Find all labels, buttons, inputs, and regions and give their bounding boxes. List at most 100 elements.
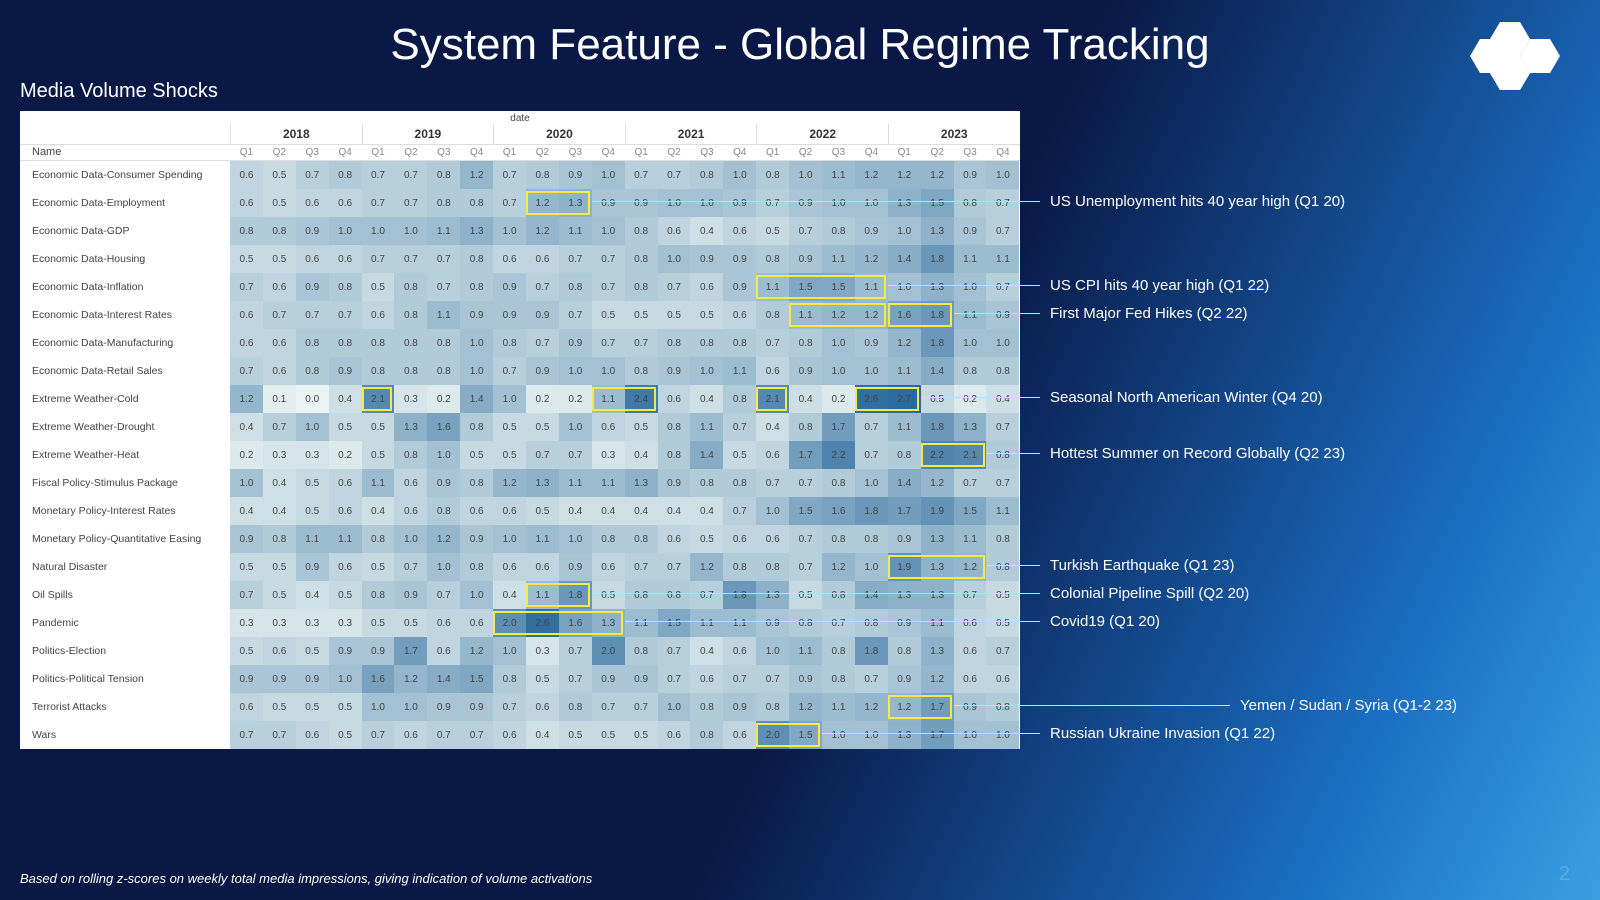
page-number: 2 xyxy=(1559,863,1570,886)
heatmap-cell: 0.5 xyxy=(362,553,395,581)
table-row: Politics-Election0.50.60.50.90.91.70.61.… xyxy=(20,637,1020,665)
table-row: Economic Data-Manufacturing0.60.60.80.80… xyxy=(20,329,1020,357)
heatmap-cell: 0.5 xyxy=(263,581,296,609)
annotation: Turkish Earthquake (Q1 23) xyxy=(987,557,1235,574)
heatmap-cell: 0.6 xyxy=(658,385,691,413)
heatmap-cell: 0.7 xyxy=(493,693,526,721)
heatmap-cell: 0.3 xyxy=(230,609,263,637)
annotation-line xyxy=(592,201,1040,202)
heatmap-cell: 0.6 xyxy=(756,441,789,469)
heatmap-cell: 0.6 xyxy=(263,329,296,357)
heatmap-cell: 0.8 xyxy=(690,721,723,749)
row-label: Extreme Weather-Cold xyxy=(20,385,230,413)
heatmap-cell: 1.0 xyxy=(329,217,362,245)
heatmap-cell: 1.5 xyxy=(460,665,493,693)
heatmap-cell: 0.7 xyxy=(789,525,822,553)
heatmap-cell: 0.6 xyxy=(296,721,329,749)
heatmap-cell: 0.8 xyxy=(658,329,691,357)
annotation-text: US CPI hits 40 year high (Q1 22) xyxy=(1050,277,1269,294)
heatmap-cell: 0.8 xyxy=(362,581,395,609)
heatmap-cell: 0.7 xyxy=(658,553,691,581)
heatmap-cell: 0.4 xyxy=(625,441,658,469)
heatmap-cell: 2.6 xyxy=(526,609,559,637)
heatmap-cell: 0.9 xyxy=(526,301,559,329)
heatmap-cell: 1.8 xyxy=(921,329,954,357)
heatmap-cell: 1.1 xyxy=(822,693,855,721)
table-row: Economic Data-GDP0.80.80.91.01.01.01.11.… xyxy=(20,217,1020,245)
heatmap-cell: 1.2 xyxy=(855,301,888,329)
heatmap-cell: 0.8 xyxy=(954,357,987,385)
heatmap-cell: 0.9 xyxy=(559,329,592,357)
heatmap-cell: 0.8 xyxy=(756,161,789,189)
heatmap-cell: 0.7 xyxy=(592,245,625,273)
heatmap-cell: 0.7 xyxy=(723,497,756,525)
heatmap-cell: 2.6 xyxy=(855,385,888,413)
heatmap-cell: 1.0 xyxy=(690,357,723,385)
annotation-text: Colonial Pipeline Spill (Q2 20) xyxy=(1050,585,1249,602)
heatmap-cell: 0.4 xyxy=(296,581,329,609)
heatmap-cell: 0.6 xyxy=(658,525,691,553)
heatmap-cell: 0.6 xyxy=(954,665,987,693)
heatmap-cell: 0.9 xyxy=(723,693,756,721)
heatmap-cell: 0.6 xyxy=(658,217,691,245)
heatmap-cell: 0.8 xyxy=(625,525,658,553)
heatmap-cell: 0.8 xyxy=(855,525,888,553)
heatmap-cell: 0.8 xyxy=(888,637,921,665)
heatmap-cell: 0.4 xyxy=(690,385,723,413)
heatmap-cell: 0.7 xyxy=(493,189,526,217)
heatmap-cell: 1.0 xyxy=(394,525,427,553)
heatmap-cell: 0.7 xyxy=(394,189,427,217)
quarter-header: Q4 xyxy=(329,145,362,160)
heatmap-cell: 0.8 xyxy=(329,329,362,357)
heatmap-cell: 0.7 xyxy=(756,329,789,357)
heatmap-cell: 0.5 xyxy=(230,553,263,581)
table-row: Extreme Weather-Heat0.20.30.30.20.50.81.… xyxy=(20,441,1020,469)
heatmap-cell: 1.0 xyxy=(756,637,789,665)
row-label: Economic Data-GDP xyxy=(20,217,230,245)
heatmap-cell: 1.0 xyxy=(493,525,526,553)
heatmap-cell: 0.5 xyxy=(329,581,362,609)
heatmap-cell: 0.7 xyxy=(394,245,427,273)
heatmap-cell: 1.2 xyxy=(855,161,888,189)
year-header: 2021 xyxy=(625,124,757,144)
heatmap-cell: 1.0 xyxy=(592,161,625,189)
heatmap-cell: 0.3 xyxy=(329,609,362,637)
heatmap-cell: 0.7 xyxy=(789,553,822,581)
heatmap-cell: 0.2 xyxy=(427,385,460,413)
row-label: Economic Data-Retail Sales xyxy=(20,357,230,385)
heatmap-cell: 0.5 xyxy=(296,693,329,721)
heatmap-cell: 1.2 xyxy=(954,553,987,581)
heatmap-cell: 0.9 xyxy=(690,245,723,273)
heatmap-cell: 0.8 xyxy=(756,301,789,329)
heatmap-cell: 0.9 xyxy=(625,665,658,693)
heatmap-cell: 1.0 xyxy=(756,497,789,525)
heatmap-cell: 1.2 xyxy=(460,161,493,189)
quarter-header: Q4 xyxy=(986,145,1019,160)
heatmap-cell: 0.6 xyxy=(263,637,296,665)
heatmap-cell: 1.0 xyxy=(559,357,592,385)
heatmap-cell: 1.0 xyxy=(493,217,526,245)
heatmap-cell: 0.9 xyxy=(493,301,526,329)
heatmap-cell: 0.7 xyxy=(756,665,789,693)
heatmap-cell: 1.1 xyxy=(986,497,1019,525)
heatmap-cell: 1.4 xyxy=(460,385,493,413)
heatmap-cell: 0.5 xyxy=(263,245,296,273)
heatmap-cell: 1.2 xyxy=(394,665,427,693)
heatmap-cell: 0.9 xyxy=(296,217,329,245)
heatmap-cell: 0.6 xyxy=(427,609,460,637)
heatmap-cell: 1.3 xyxy=(394,413,427,441)
heatmap-cell: 0.9 xyxy=(855,217,888,245)
heatmap-cell: 0.8 xyxy=(625,273,658,301)
heatmap-cell: 0.9 xyxy=(394,581,427,609)
heatmap-cell: 1.1 xyxy=(559,217,592,245)
heatmap-cell: 1.7 xyxy=(394,637,427,665)
heatmap-cell: 1.1 xyxy=(526,581,559,609)
heatmap-cell: 0.9 xyxy=(460,693,493,721)
heatmap-cell: 0.8 xyxy=(394,301,427,329)
heatmap-cell: 0.9 xyxy=(888,665,921,693)
heatmap-cell: 0.4 xyxy=(690,637,723,665)
heatmap-cell: 1.6 xyxy=(822,497,855,525)
heatmap-cell: 1.2 xyxy=(921,665,954,693)
heatmap-cell: 0.8 xyxy=(756,693,789,721)
heatmap-cell: 0.8 xyxy=(888,441,921,469)
